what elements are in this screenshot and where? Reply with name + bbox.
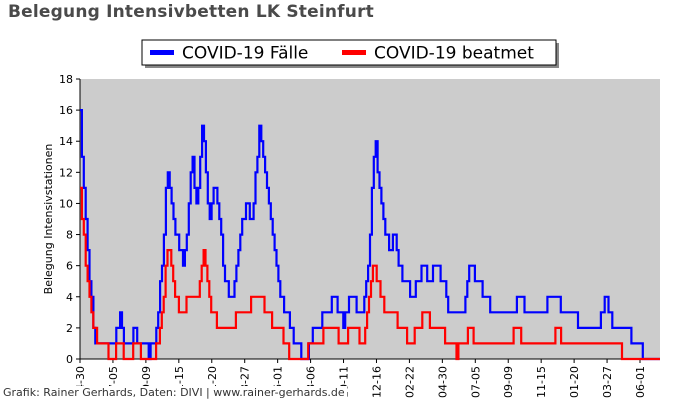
x-tick-label: 06-01 (634, 366, 647, 398)
y-tick-label: 14 (59, 135, 73, 148)
x-tick-label: 01-20 (568, 366, 581, 398)
x-tick-label: 04-30 (436, 366, 449, 398)
source-credit: Grafik: Rainer Gerhards, Daten: DIVI | w… (3, 386, 347, 399)
chart-title: Belegung Intensivbetten LK Steinfurt (8, 2, 374, 22)
series-layer (80, 109, 660, 361)
series-line-beatmet (80, 186, 660, 361)
y-tick-label: 6 (66, 260, 73, 273)
y-tick-label: 16 (59, 104, 73, 117)
y-tick-label: 18 (59, 73, 73, 86)
x-tick-label: 12-16 (370, 366, 383, 398)
y-tick-label: 4 (66, 291, 73, 304)
legend: COVID-19 Fälle COVID-19 beatmet (141, 39, 559, 68)
y-axis: 0 2 4 6 8 10 12 14 16 18 (59, 73, 81, 366)
series-line-faelle (80, 109, 660, 361)
y-tick-label: 12 (59, 166, 73, 179)
y-tick-label: 2 (66, 322, 73, 335)
x-tick-label: 03-27 (601, 366, 614, 398)
y-tick-label: 0 (66, 353, 73, 366)
y-tick-label: 8 (66, 229, 73, 242)
y-tick-label: 10 (59, 197, 73, 210)
legend-label: COVID-19 Fälle (182, 44, 308, 64)
legend-label: COVID-19 beatmet (374, 44, 534, 64)
x-tick-label: 11-15 (535, 366, 548, 398)
x-tick-label: 07-05 (469, 366, 482, 398)
x-tick-label: 09-09 (502, 366, 515, 398)
y-axis-label: Belegung Intensivstationen (42, 144, 55, 295)
x-tick-label: 02-22 (403, 366, 416, 398)
